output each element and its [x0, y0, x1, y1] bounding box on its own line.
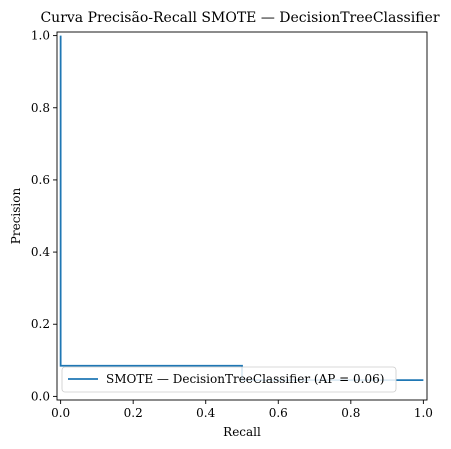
legend-box: [61, 366, 397, 393]
x-tick-label: 1.0: [414, 406, 433, 420]
y-axis: 0.0 0.2 0.4 0.6 0.8 1.0: [31, 29, 57, 403]
legend: SMOTE — DecisionTreeClassifier (AP = 0.0…: [61, 366, 397, 393]
y-tick-label: 0.8: [31, 101, 50, 115]
x-tick-label: 0.2: [124, 406, 143, 420]
y-tick-label: 0.4: [31, 245, 50, 259]
x-tick-label: 0.8: [341, 406, 360, 420]
x-tick-label: 0.6: [269, 406, 288, 420]
y-tick-label: 0.0: [31, 389, 50, 403]
y-tick-label: 1.0: [31, 29, 50, 43]
x-tick-label: 0.4: [196, 406, 215, 420]
plot-area: [56, 31, 428, 401]
axes-frame: [56, 31, 428, 401]
x-axis: 0.0 0.2 0.4 0.6 0.8 1.0: [51, 400, 433, 420]
x-axis-label: Recall: [223, 425, 261, 439]
series-line-0: [59, 35, 424, 382]
series-layer: [59, 35, 424, 382]
y-axis-label: Precision: [9, 188, 23, 245]
chart-title: Curva Precisão-Recall SMOTE — DecisionTr…: [40, 10, 439, 26]
x-tick-label: 0.0: [51, 406, 70, 420]
y-tick-label: 0.2: [31, 317, 50, 331]
legend-entry-label: SMOTE — DecisionTreeClassifier (AP = 0.0…: [106, 372, 384, 386]
y-tick-label: 0.6: [31, 173, 50, 187]
